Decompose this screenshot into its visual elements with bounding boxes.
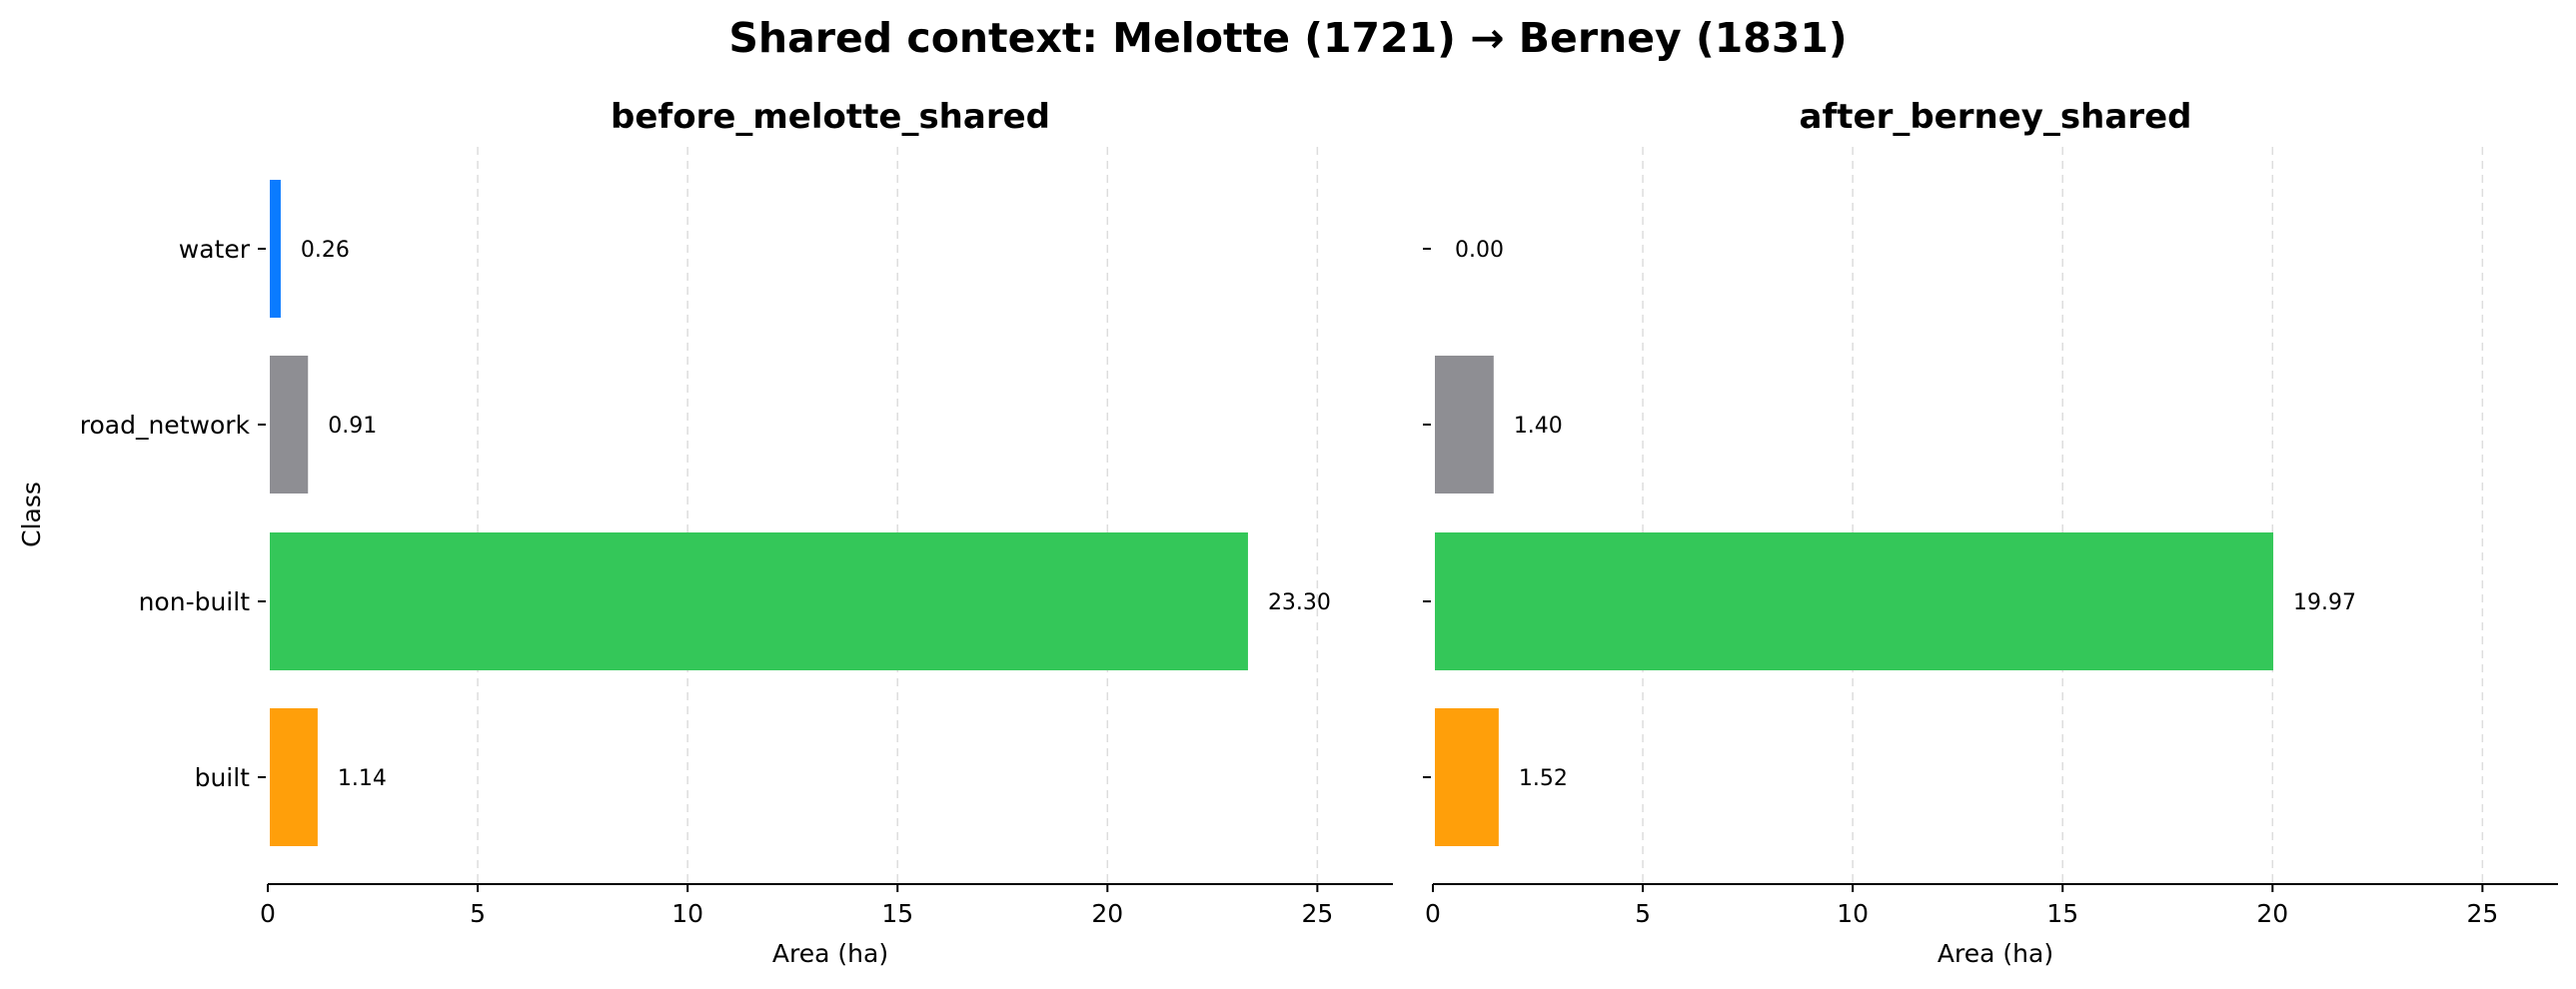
chart-suptitle: Shared context: Melotte (1721) → Berney … (728, 14, 1848, 62)
x-axis-label: Area (ha) (1937, 939, 2053, 968)
y-tick-label: water (179, 235, 251, 264)
bar-water (270, 180, 281, 318)
x-tick-label: 10 (1837, 899, 1869, 928)
bar-value-label: 1.40 (1514, 414, 1563, 439)
x-tick-label: 10 (671, 899, 703, 928)
x-tick-label: 0 (260, 899, 276, 928)
y-tick-label: built (195, 763, 251, 792)
x-tick-label: 5 (470, 899, 486, 928)
bar-value-label: 1.52 (1519, 766, 1568, 791)
x-tick-label: 5 (1635, 899, 1651, 928)
bar-value-label: 0.26 (301, 238, 350, 263)
bar-built (270, 708, 318, 846)
x-tick-label: 25 (2466, 899, 2498, 928)
bar-road_network (1435, 356, 1494, 494)
y-tick-label: road_network (80, 411, 251, 440)
panel-after: after_berney_shared 0 5 10 15 20 25 Area (ha) 0.… (1423, 97, 2558, 968)
y-tick-label: non-built (139, 587, 251, 616)
y-axis-label: Class (17, 482, 46, 547)
bar-value-label: 0.00 (1455, 238, 1504, 263)
x-axis-label: Area (ha) (772, 939, 888, 968)
bar-non-built (1435, 532, 2274, 670)
bar-built (1435, 708, 1499, 846)
panel-title: before_melotte_shared (611, 97, 1050, 137)
x-tick-label: 20 (2256, 899, 2288, 928)
panel-before: before_melotte_shared 0 5 10 15 20 25 Area (ha)… (80, 97, 1393, 968)
panel-title: after_berney_shared (1800, 97, 2192, 137)
bar-non-built (270, 532, 1248, 670)
bar-value-label: 19.97 (2293, 590, 2356, 615)
bar-value-label: 23.30 (1268, 590, 1331, 615)
x-tick-label: 15 (2046, 899, 2078, 928)
x-tick-label: 25 (1301, 899, 1333, 928)
x-tick-label: 20 (1091, 899, 1123, 928)
bar-value-label: 1.14 (338, 766, 387, 791)
bar-value-label: 0.91 (328, 414, 377, 439)
x-tick-label: 15 (881, 899, 913, 928)
x-tick-label: 0 (1425, 899, 1441, 928)
bar-road_network (270, 356, 309, 494)
